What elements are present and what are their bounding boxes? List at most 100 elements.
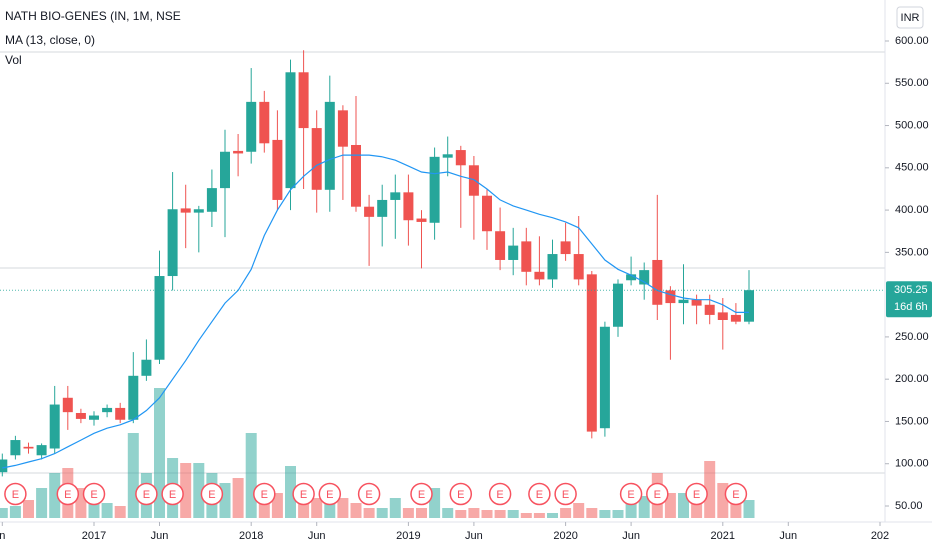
candle-body xyxy=(0,459,8,473)
volume-bar xyxy=(271,493,283,518)
candle-body xyxy=(115,407,126,420)
earnings-label: E xyxy=(562,489,569,501)
earnings-label: E xyxy=(300,489,307,501)
ma-line xyxy=(2,154,749,469)
candle-body xyxy=(167,209,178,277)
x-tick-label: 2020 xyxy=(553,530,577,542)
volume-bar xyxy=(442,508,454,518)
earnings-marker xyxy=(410,482,433,506)
candle-body xyxy=(49,404,60,449)
volume-bar xyxy=(547,513,558,518)
candle-body xyxy=(442,154,453,158)
earnings-label: E xyxy=(496,489,503,501)
earnings-marker xyxy=(56,482,80,506)
x-tick-label: n xyxy=(0,530,5,542)
candle-body xyxy=(259,101,270,144)
earnings-label: E xyxy=(536,489,543,501)
last-price-box xyxy=(886,281,932,318)
candle-body xyxy=(102,407,113,413)
earnings-label: E xyxy=(208,489,215,501)
volume-bar xyxy=(586,508,598,518)
volume-bar xyxy=(416,508,427,518)
earnings-label: E xyxy=(326,489,333,501)
candle-body xyxy=(128,375,139,420)
candle-body xyxy=(10,440,21,456)
volume-bar xyxy=(507,510,519,518)
volume-bar xyxy=(612,510,624,518)
candle-body xyxy=(455,150,466,166)
earnings-marker xyxy=(449,482,473,506)
volume-bar xyxy=(481,510,493,518)
volume-bar xyxy=(219,483,231,518)
y-tick-label: 250.00 xyxy=(895,331,929,343)
candle-body xyxy=(246,101,257,152)
x-tick-label: Jun xyxy=(622,530,640,542)
volume-bar xyxy=(245,433,257,518)
ma-legend: MA (13, close, 0) xyxy=(5,33,95,47)
currency[interactable]: INR xyxy=(901,12,920,24)
y-tick-label: 500.00 xyxy=(895,119,929,131)
volume-bar xyxy=(101,503,113,518)
volume-bar xyxy=(9,506,21,518)
volume-bar xyxy=(376,508,388,518)
candle-body xyxy=(429,156,440,223)
volume-bar xyxy=(285,466,296,518)
earnings-label: E xyxy=(12,489,19,501)
axes: 600.00 550.00 500.00 450.00 400.00 350.00 250.… xyxy=(0,35,932,542)
earnings-marker xyxy=(685,482,708,506)
volume-bar xyxy=(560,508,572,518)
candle-body xyxy=(717,312,728,320)
volume-bar xyxy=(337,498,349,518)
candle-body xyxy=(220,151,230,189)
x-tick-label: 2019 xyxy=(396,530,420,542)
candle-body xyxy=(89,415,99,420)
volume-bar xyxy=(389,498,401,518)
candle-body xyxy=(180,208,191,213)
candle-body xyxy=(678,299,689,304)
candle-body xyxy=(337,110,348,147)
volume-bar xyxy=(49,473,61,518)
earnings-marker xyxy=(161,482,184,506)
x-tick-label: 2017 xyxy=(82,530,106,542)
volume-bar xyxy=(455,510,467,518)
earnings-marker xyxy=(82,482,106,506)
y-tick-label: 200.00 xyxy=(895,373,929,385)
volume-bar xyxy=(36,488,48,518)
volume-bar xyxy=(678,493,689,518)
currency-box[interactable] xyxy=(896,6,924,29)
candle-body xyxy=(652,259,663,305)
y-tick-label: 100.00 xyxy=(895,458,929,470)
earnings-marker xyxy=(357,482,381,506)
y-tick-label: 600.00 xyxy=(895,35,929,47)
earnings-label: E xyxy=(418,489,425,501)
volume-bar xyxy=(75,488,87,518)
candle-body xyxy=(547,254,558,280)
earnings-marker xyxy=(200,482,224,506)
last-price-label: 305.25 xyxy=(894,284,928,296)
earnings-label: E xyxy=(169,489,176,501)
earnings-label: E xyxy=(365,489,372,501)
earnings-label: E xyxy=(143,489,150,501)
earnings-label: E xyxy=(693,489,700,501)
volume-bar xyxy=(180,463,192,518)
volume-bar xyxy=(363,508,375,518)
earnings-marker xyxy=(4,482,27,506)
candle-body xyxy=(626,274,637,281)
volume-bar xyxy=(88,498,100,518)
candle-body xyxy=(193,209,204,213)
volume-bar xyxy=(717,483,729,518)
earnings-marker xyxy=(724,482,748,506)
volume-legend: Vol xyxy=(5,53,22,67)
y-tick-label: 400.00 xyxy=(895,204,929,216)
x-tick-label: 2021 xyxy=(711,530,735,542)
y-tick-label: 350.00 xyxy=(895,246,929,258)
candle-body xyxy=(36,445,47,456)
candle-body xyxy=(730,314,741,322)
candle-body xyxy=(324,101,335,190)
candle-body xyxy=(233,150,244,154)
candle-body xyxy=(691,299,702,306)
candle-body xyxy=(586,274,597,432)
candle-body xyxy=(75,412,86,419)
